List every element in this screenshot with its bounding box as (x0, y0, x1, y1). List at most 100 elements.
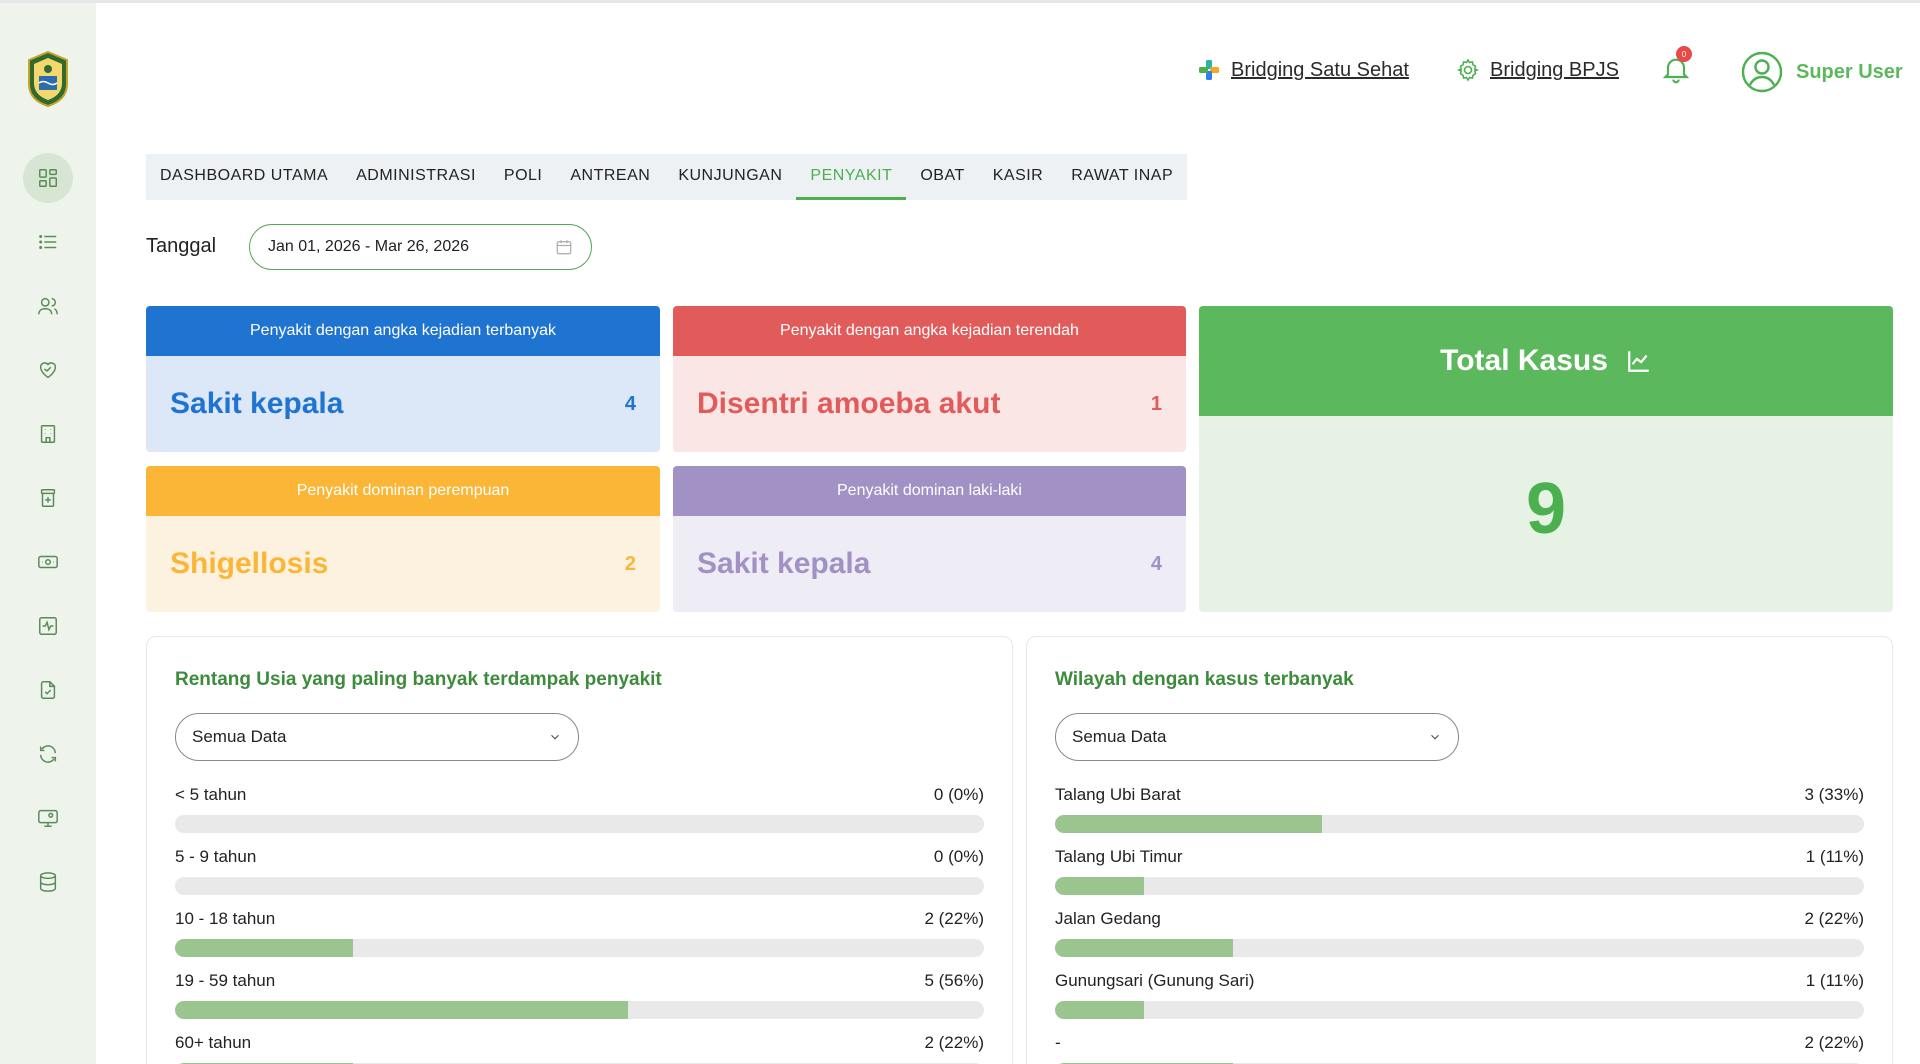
card-male-dominant-title: Penyakit dominan laki-laki (673, 466, 1186, 516)
region-filter-select[interactable]: Semua Data (1055, 713, 1459, 761)
age-row: 60+ tahun 2 (22%) (175, 1033, 984, 1064)
card-total-cases: Total Kasus 9 (1199, 306, 1893, 612)
age-row-bar (175, 815, 984, 833)
bpjs-gear-icon (1457, 58, 1479, 82)
sidebar-item-pharmacy[interactable] (23, 473, 73, 523)
card-female-dominant: Penyakit dominan perempuan Shigellosis 2 (146, 466, 660, 612)
card-most-cases-title: Penyakit dengan angka kejadian terbanyak (146, 306, 660, 356)
age-range-filter-select[interactable]: Semua Data (175, 713, 579, 761)
region-filter-value: Semua Data (1072, 727, 1167, 746)
card-male-dominant: Penyakit dominan laki-laki Sakit kepala … (673, 466, 1186, 612)
age-row: < 5 tahun 0 (0%) (175, 785, 984, 833)
card-male-dominant-count: 4 (1150, 552, 1162, 575)
age-row-bar-fill (175, 1001, 629, 1019)
card-least-cases: Penyakit dengan angka kejadian terendah … (673, 306, 1186, 452)
bell-icon (1662, 58, 1690, 84)
region-row-label: - (1055, 1033, 1061, 1052)
chevron-down-icon (1431, 734, 1439, 740)
age-row-label: 60+ tahun (175, 1033, 252, 1052)
sidebar-item-care[interactable] (23, 345, 73, 395)
card-least-cases-count: 1 (1150, 392, 1162, 415)
region-row-label: Gunungsari (Gunung Sari) (1055, 971, 1255, 990)
age-row: 10 - 18 tahun 2 (22%) (175, 909, 984, 957)
sidebar-item-dashboard[interactable] (23, 153, 73, 203)
region-row-bar (1055, 1001, 1864, 1019)
app-logo[interactable] (25, 50, 71, 108)
total-cases-title: Total Kasus (1440, 344, 1608, 377)
age-row: 5 - 9 tahun 0 (0%) (175, 847, 984, 895)
notification-badge: 0 (1676, 46, 1692, 62)
sidebar-item-cashier[interactable] (23, 537, 73, 587)
age-range-panel: Rentang Usia yang paling banyak terdampa… (146, 636, 1013, 1064)
region-row-bar (1055, 877, 1864, 895)
card-female-dominant-title: Penyakit dominan perempuan (146, 466, 660, 516)
region-row-label: Jalan Gedang (1055, 909, 1161, 928)
tab-rawat-inap[interactable]: RAWAT INAP (1071, 166, 1174, 184)
age-row-label: < 5 tahun (175, 785, 247, 804)
sidebar-item-building[interactable] (23, 409, 73, 459)
region-row: - 2 (22%) (1055, 1033, 1864, 1064)
card-male-dominant-name: Sakit kepala (697, 547, 871, 580)
line-chart-icon (1628, 351, 1649, 372)
age-row-label: 10 - 18 tahun (175, 909, 276, 928)
sidebar-item-database[interactable] (23, 857, 73, 907)
monitor-user-icon (38, 809, 58, 827)
region-row-bar-fill (1055, 939, 1233, 957)
tab-administrasi[interactable]: ADMINISTRASI (356, 166, 476, 184)
sidebar-item-activity[interactable] (23, 601, 73, 651)
database-icon (39, 872, 57, 892)
region-row-value: 1 (11%) (1805, 971, 1864, 990)
bridging-satu-sehat-label: Bridging Satu Sehat (1231, 58, 1409, 81)
region-row-bar (1055, 939, 1864, 957)
card-most-cases-name: Sakit kepala (170, 387, 344, 420)
tab-kasir[interactable]: KASIR (992, 166, 1044, 184)
dashboard-icon (39, 169, 57, 187)
tab-dashboard-utama[interactable]: DASHBOARD UTAMA (160, 166, 329, 184)
tab-obat[interactable]: OBAT (920, 166, 965, 184)
date-range-value: Jan 01, 2026 - Mar 26, 2026 (268, 238, 470, 255)
age-range-title: Rentang Usia yang paling banyak terdampa… (175, 669, 662, 690)
satu-sehat-icon (1199, 60, 1219, 80)
date-range-picker[interactable]: Jan 01, 2026 - Mar 26, 2026 (249, 224, 592, 270)
sidebar-item-sync[interactable] (23, 729, 73, 779)
region-row: Talang Ubi Timur 1 (11%) (1055, 847, 1864, 895)
sidebar-item-list[interactable] (23, 217, 73, 267)
bridging-satu-sehat-link[interactable]: Bridging Satu Sehat (1197, 58, 1409, 82)
region-row-bar (1055, 815, 1864, 833)
card-most-cases-count: 4 (624, 392, 636, 415)
date-label: Tanggal (146, 235, 217, 257)
region-title: Wilayah dengan kasus terbanyak (1055, 669, 1354, 690)
chevron-down-icon (551, 734, 559, 740)
user-name: Super User (1796, 60, 1903, 83)
sidebar-item-documents[interactable] (23, 665, 73, 715)
notification-button[interactable] (1660, 52, 1692, 86)
users-icon (38, 297, 58, 315)
sidebar (0, 3, 96, 1064)
tab-bar: DASHBOARD UTAMA ADMINISTRASI POLI ANTREA… (146, 154, 1188, 200)
card-female-dominant-name: Shigellosis (170, 547, 329, 580)
user-menu[interactable]: Super User (1740, 50, 1903, 94)
age-range-filter-value: Semua Data (192, 727, 287, 746)
region-row-bar-fill (1055, 877, 1144, 895)
region-row-bar-fill (1055, 815, 1322, 833)
region-panel: Wilayah dengan kasus terbanyak Semua Dat… (1026, 636, 1893, 1064)
sidebar-item-monitor[interactable] (23, 793, 73, 843)
user-avatar-icon (1741, 51, 1783, 93)
sidebar-item-users[interactable] (23, 281, 73, 331)
refresh-icon (39, 745, 57, 763)
tab-antrean[interactable]: ANTREAN (570, 166, 651, 184)
pharmacy-icon (40, 489, 56, 507)
card-least-cases-title: Penyakit dengan angka kejadian terendah (673, 306, 1186, 356)
bridging-bpjs-link[interactable]: Bridging BPJS (1456, 58, 1619, 82)
age-row-label: 5 - 9 tahun (175, 847, 257, 866)
age-row-bar-fill (175, 939, 353, 957)
card-least-cases-name: Disentri amoeba akut (697, 387, 1001, 420)
tab-kunjungan[interactable]: KUNJUNGAN (678, 166, 783, 184)
tab-penyakit[interactable]: PENYAKIT (796, 154, 907, 200)
region-row-bar-fill (1055, 1001, 1144, 1019)
age-row-value: 0 (0%) (933, 785, 984, 804)
age-row-value: 5 (56%) (924, 971, 984, 990)
age-row-bar (175, 939, 984, 957)
region-row: Gunungsari (Gunung Sari) 1 (11%) (1055, 971, 1864, 1019)
tab-poli[interactable]: POLI (503, 166, 543, 184)
